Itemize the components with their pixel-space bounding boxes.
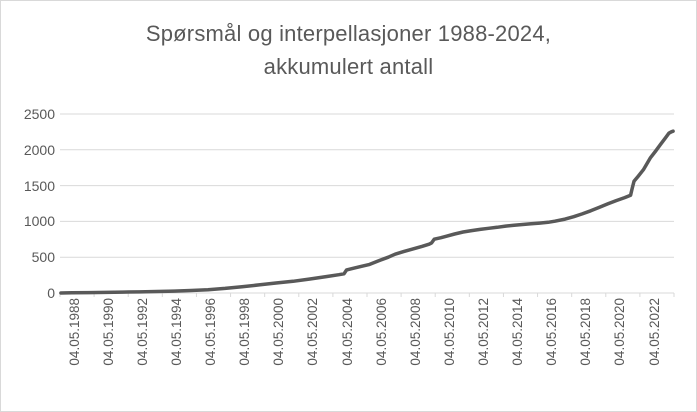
x-axis-label: 04.05.2014	[510, 298, 526, 366]
x-axis-label: 04.05.1990	[100, 298, 116, 366]
x-axis-label: 04.05.2002	[305, 298, 321, 366]
x-axis-label: 04.05.2008	[407, 298, 423, 366]
x-axis-label: 04.05.2016	[544, 298, 560, 366]
x-axis-label: 04.05.2000	[271, 298, 287, 366]
x-axis-label: 04.05.2004	[339, 298, 355, 366]
x-axis-label: 04.05.2010	[441, 298, 457, 366]
x-axis-label: 04.05.1994	[169, 298, 184, 366]
x-axis-label: 04.05.1996	[203, 298, 219, 366]
x-axis-label: 04.05.2012	[476, 298, 491, 366]
y-axis-label: 1500	[23, 177, 55, 194]
y-axis-label: 1000	[23, 213, 55, 230]
x-axis-label: 04.05.2020	[612, 298, 628, 366]
y-axis-label: 2000	[23, 141, 55, 158]
x-axis-label: 04.05.2022	[646, 298, 662, 366]
y-axis-label: 500	[31, 249, 55, 266]
y-axis-label: 0	[47, 285, 55, 301]
x-axis-label: 04.05.1988	[66, 298, 82, 366]
x-axis-label: 04.05.1998	[237, 298, 253, 366]
chart-title-line-1: Spørsmål og interpellasjoner 1988-2024,	[145, 21, 552, 46]
y-axis-label: 2500	[23, 106, 55, 122]
x-axis-label: 04.05.1992	[134, 298, 150, 366]
chart-title: Spørsmål og interpellasjoner 1988-2024, …	[1, 17, 696, 83]
x-axis-label: 04.05.2018	[578, 298, 594, 366]
chart-title-line-2: akkumulert antall	[263, 54, 434, 79]
series-line	[59, 129, 675, 295]
x-axis-label: 04.05.2006	[373, 298, 389, 366]
